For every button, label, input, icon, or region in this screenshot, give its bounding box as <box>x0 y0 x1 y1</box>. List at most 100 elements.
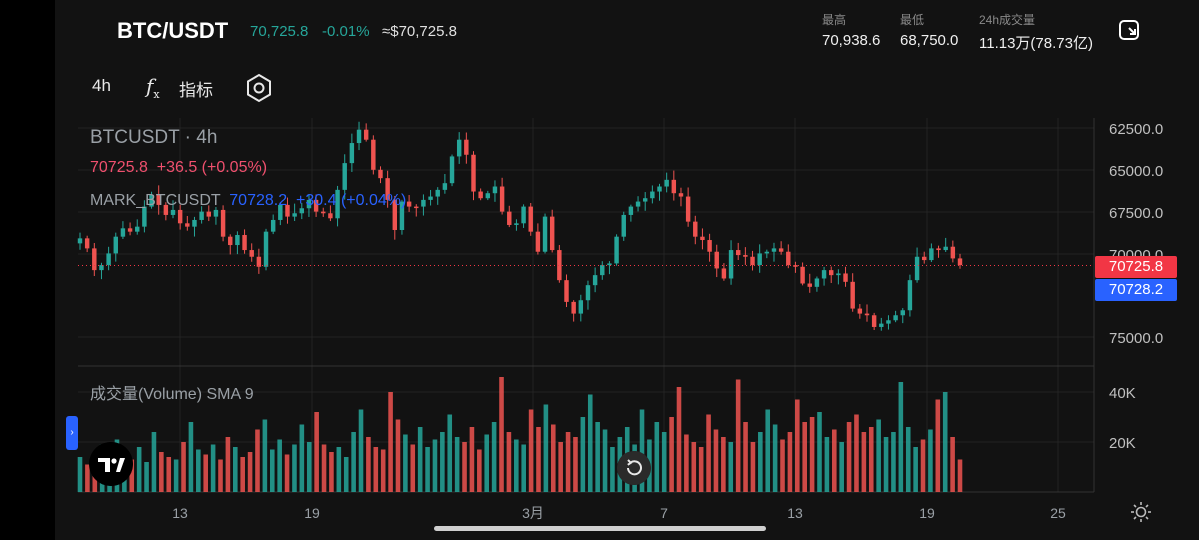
candle-body <box>585 285 591 301</box>
volume-bar <box>824 437 830 492</box>
volume-bar <box>772 424 778 492</box>
reset-icon[interactable] <box>617 451 651 485</box>
candle-body <box>263 231 269 267</box>
interval-selector[interactable]: 4h <box>92 76 111 95</box>
candle-body <box>907 280 913 311</box>
low-value: 68,750.0 <box>900 32 959 49</box>
volume-bar <box>543 404 549 492</box>
candle-body <box>757 253 762 266</box>
volume-bar <box>831 429 837 492</box>
volume-bar <box>292 444 297 492</box>
volume-bar <box>159 452 164 492</box>
volume-bar <box>817 412 822 492</box>
price-tick-label: 67500.0 <box>1109 205 1163 222</box>
sun-icon[interactable] <box>1130 501 1152 523</box>
volume-bar <box>225 437 231 492</box>
volume-bar <box>795 399 800 492</box>
volume-bar <box>787 432 793 492</box>
high-value: 70,938.6 <box>822 32 881 49</box>
volume-bar <box>957 459 963 492</box>
candle-body <box>349 143 355 164</box>
candle-body <box>793 265 798 267</box>
candle-body <box>628 206 634 215</box>
candle-body <box>185 223 190 227</box>
candle-body <box>549 216 555 251</box>
volume-bar <box>528 409 534 492</box>
volume-bar <box>343 457 349 492</box>
volume-bar <box>469 427 475 492</box>
candle-body <box>142 206 147 227</box>
volume-bar <box>417 427 423 492</box>
side-panel-toggle[interactable]: › <box>66 416 78 450</box>
volume-bar <box>721 437 726 492</box>
candle-body <box>242 235 247 251</box>
volume-bar <box>351 432 356 492</box>
volume-bar <box>743 422 748 492</box>
candle-body <box>406 201 412 207</box>
candle-body <box>829 270 834 276</box>
time-tick-label: 25 <box>1050 505 1066 521</box>
volume-bar <box>144 462 149 492</box>
candle-body <box>728 250 734 279</box>
candle-body <box>435 189 440 197</box>
candle-body <box>678 193 684 197</box>
volume-bar <box>861 432 867 492</box>
volume-bar <box>196 449 201 492</box>
candle-body <box>607 263 612 266</box>
indicators-button[interactable]: 指标 <box>179 81 213 100</box>
candle-body <box>478 191 483 199</box>
price-tick-label: 62500.0 <box>1109 121 1163 138</box>
candle-body <box>750 256 755 266</box>
volume-bar <box>233 447 238 492</box>
volume-bar <box>395 419 401 492</box>
volume-bar <box>203 454 209 492</box>
volume-bar <box>284 454 290 492</box>
candle-body <box>356 129 362 144</box>
candle-body <box>778 248 784 252</box>
volume-bar <box>809 417 815 492</box>
volume-bar <box>698 447 704 492</box>
candle-body <box>685 196 691 222</box>
volume-bar <box>506 432 512 492</box>
candle-body <box>235 235 240 246</box>
horizontal-scrollbar[interactable] <box>434 526 766 531</box>
volume-bar <box>595 422 600 492</box>
settings-hexagon-icon[interactable] <box>244 73 274 103</box>
candle-body <box>163 204 169 215</box>
volume-bar <box>610 447 615 492</box>
volume-bar <box>85 464 90 492</box>
candle-body <box>177 209 183 224</box>
volume-bar <box>210 444 216 492</box>
candle-body <box>879 323 884 327</box>
candle-body <box>621 214 626 237</box>
volume-bar <box>136 447 142 492</box>
volume-bar <box>403 434 408 492</box>
volume-bar <box>388 392 393 492</box>
tradingview-logo[interactable] <box>89 442 133 486</box>
volume-bar <box>735 379 741 492</box>
candle-body <box>292 213 297 217</box>
candle-body <box>957 258 963 266</box>
candle-body <box>499 186 505 212</box>
mark-price-tag: 70728.2 <box>1095 279 1177 301</box>
volume-bar <box>573 437 578 492</box>
candle-body <box>843 273 848 282</box>
low-label: 最低 <box>900 13 925 27</box>
volume-bar <box>676 387 682 492</box>
symbol-title[interactable]: BTC/USDT <box>117 18 229 43</box>
volume-bar <box>277 439 282 492</box>
high-label: 最高 <box>822 13 847 27</box>
volume-bar <box>484 434 490 492</box>
candle-body <box>428 196 433 200</box>
volume-bar <box>77 457 83 492</box>
candle-body <box>936 248 941 251</box>
exit-fullscreen-icon[interactable] <box>1118 19 1142 41</box>
candle-body <box>528 206 533 232</box>
candle-body <box>864 313 870 316</box>
volume-bar <box>854 414 859 492</box>
fx-icon[interactable]: fx <box>146 74 160 101</box>
volume-bar <box>521 444 526 492</box>
candle-body <box>299 208 305 214</box>
candle-body <box>800 266 805 284</box>
